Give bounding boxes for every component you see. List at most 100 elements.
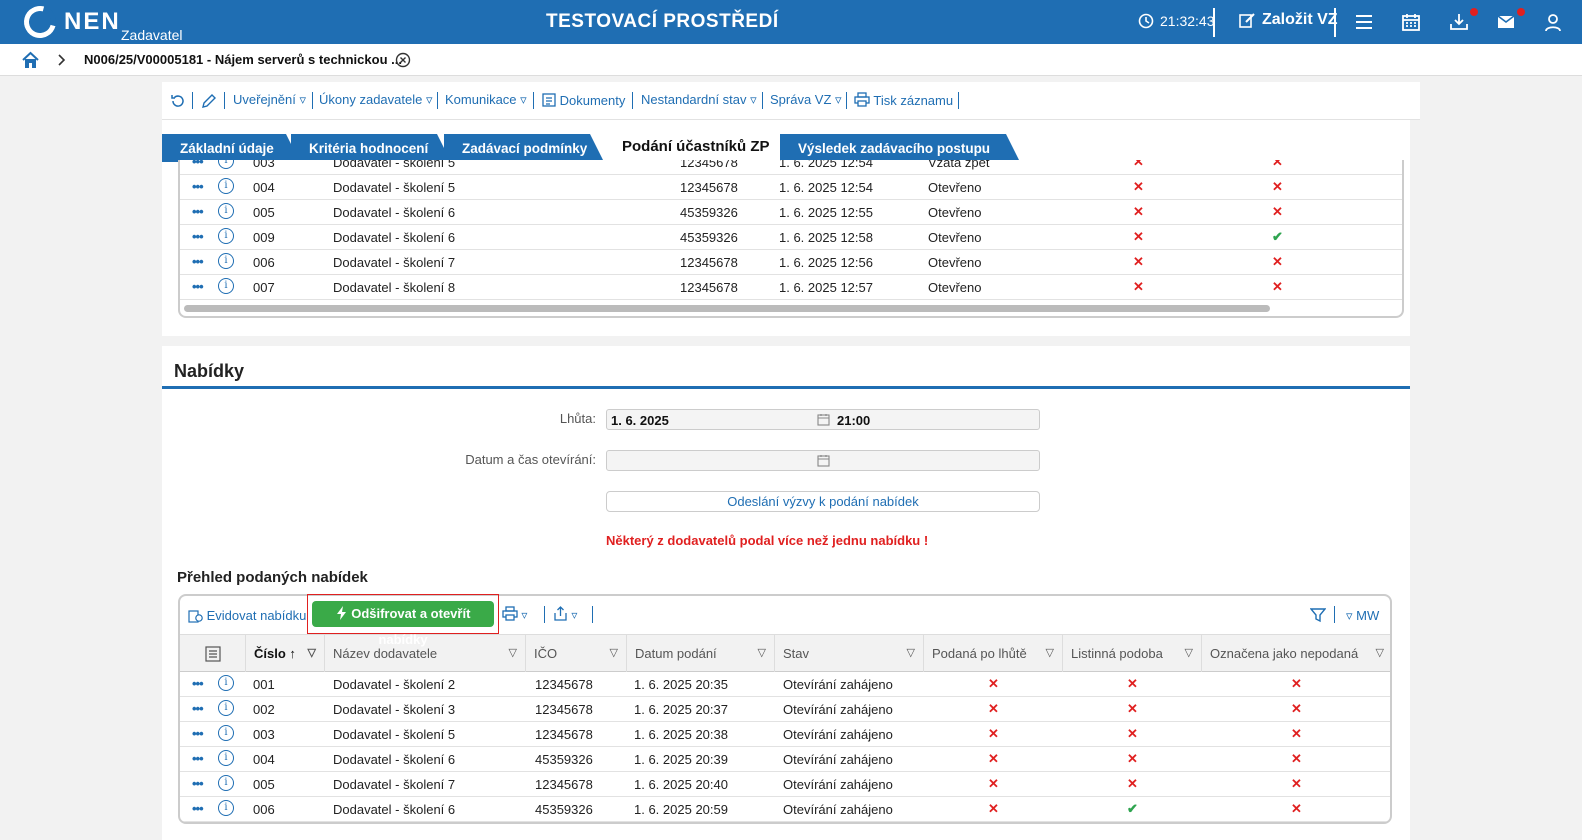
cell-ico: 45359326 xyxy=(680,230,738,245)
menu-contractor-acts[interactable]: Úkony zadavatele ▿ xyxy=(319,92,433,107)
tab-tender-conditions[interactable]: Zadávací podmínky xyxy=(444,134,604,162)
row-actions-icon[interactable]: ••• xyxy=(192,204,204,219)
table-row[interactable]: ••• i 006 Dodavatel - školení 6 45359326 1. 6… xyxy=(180,797,1390,822)
row-actions-icon[interactable]: ••• xyxy=(192,229,204,244)
register-offer-button[interactable]: Evidovat nabídku xyxy=(188,608,306,623)
column-menu-icon[interactable]: ▽ xyxy=(508,647,517,659)
column-menu-icon[interactable]: ▽ xyxy=(906,647,915,659)
info-icon[interactable]: i xyxy=(218,675,234,691)
table-row[interactable]: ••• i 003 Dodavatel - školení 5 12345678 1. 6… xyxy=(180,160,1402,175)
row-actions-icon[interactable]: ••• xyxy=(192,179,204,194)
create-vz-button[interactable]: Založit VZ xyxy=(1238,11,1338,29)
table-row[interactable]: ••• i 006 Dodavatel - školení 7 12345678 1. 6… xyxy=(180,250,1402,275)
column-ico[interactable]: IČO ▽ xyxy=(526,635,627,672)
row-actions-icon[interactable]: ••• xyxy=(192,801,204,816)
column-menu-icon[interactable]: ▽ xyxy=(307,647,316,659)
logo-text[interactable]: NEN xyxy=(64,8,121,35)
column-marked-unsubmitted[interactable]: Označena jako nepodaná ▽ xyxy=(1202,635,1390,672)
close-icon[interactable] xyxy=(395,52,411,68)
info-icon[interactable]: i xyxy=(218,725,234,741)
decrypt-open-offers-button[interactable]: Odšifrovat a otevřít nabídky xyxy=(312,601,494,647)
info-icon[interactable]: i xyxy=(218,178,234,194)
row-actions-icon[interactable]: ••• xyxy=(192,160,204,169)
filter-icon[interactable] xyxy=(1310,607,1326,623)
row-actions-icon[interactable]: ••• xyxy=(192,751,204,766)
row-actions-icon[interactable]: ••• xyxy=(192,701,204,716)
row-actions-icon[interactable]: ••• xyxy=(192,254,204,269)
info-icon[interactable]: i xyxy=(218,253,234,269)
column-settings-cell[interactable] xyxy=(180,635,246,672)
info-icon[interactable]: i xyxy=(218,700,234,716)
info-icon[interactable]: i xyxy=(218,160,234,169)
menu-communication[interactable]: Komunikace ▿ xyxy=(445,92,527,107)
calendar-icon[interactable] xyxy=(1401,12,1421,32)
edit-icon xyxy=(1239,13,1255,28)
info-icon[interactable]: i xyxy=(218,278,234,294)
column-paper-form[interactable]: Listinná podoba ▽ xyxy=(1063,635,1202,672)
column-late-submission[interactable]: Podaná po lhůtě ▽ xyxy=(924,635,1063,672)
table-row[interactable]: ••• i 005 Dodavatel - školení 6 45359326 1. 6… xyxy=(180,200,1402,225)
export-dropdown[interactable]: ▿ xyxy=(553,606,577,622)
check-icon: ✔ xyxy=(1272,229,1283,244)
download-tray-icon[interactable] xyxy=(1449,12,1469,32)
printer-icon xyxy=(854,92,870,107)
tab-procedure-result[interactable]: Výsledek zadávacího postupu xyxy=(780,134,1020,162)
row-actions-icon[interactable]: ••• xyxy=(192,279,204,294)
column-menu-icon[interactable]: ▽ xyxy=(757,647,766,659)
info-icon[interactable]: i xyxy=(218,775,234,791)
nen-logo-icon[interactable] xyxy=(18,0,62,44)
mail-icon[interactable] xyxy=(1496,12,1516,32)
view-dropdown[interactable]: ▿ MW xyxy=(1346,608,1380,623)
table-row[interactable]: ••• i 007 Dodavatel - školení 8 12345678 1. 6… xyxy=(180,275,1402,300)
cell-supplier-name: Dodavatel - školení 5 xyxy=(333,727,456,742)
menu-vz-management[interactable]: Správa VZ ▿ xyxy=(770,92,842,107)
cross-icon: ✕ xyxy=(1133,160,1144,169)
refresh-icon[interactable] xyxy=(170,93,186,109)
home-icon[interactable] xyxy=(21,51,40,69)
divider xyxy=(592,606,593,623)
send-invitation-button[interactable]: Odeslání výzvy k podání nabídek xyxy=(606,491,1040,512)
column-menu-icon[interactable]: ▽ xyxy=(1184,647,1193,659)
column-submission-date-label: Datum podání xyxy=(635,646,717,661)
info-icon[interactable]: i xyxy=(218,203,234,219)
column-menu-icon[interactable]: ▽ xyxy=(1375,647,1384,659)
user-icon[interactable] xyxy=(1543,12,1563,32)
breadcrumb-current[interactable]: N006/25/V00005181 - Nájem serverů s tech… xyxy=(84,52,402,67)
column-state[interactable]: Stav ▽ xyxy=(775,635,924,672)
tab-basic-data[interactable]: Základní údaje xyxy=(162,134,300,162)
info-icon[interactable]: i xyxy=(218,800,234,816)
table-row[interactable]: ••• i 003 Dodavatel - školení 5 12345678 1. 6… xyxy=(180,722,1390,747)
cell-state: Vzata zpět xyxy=(928,160,990,170)
menu-documents[interactable]: Dokumenty xyxy=(542,92,625,108)
menu-print-record[interactable]: Tisk záznamu xyxy=(854,92,953,108)
table-row[interactable]: ••• i 001 Dodavatel - školení 2 12345678 1. 6… xyxy=(180,672,1390,697)
check-icon: ✔ xyxy=(1127,801,1138,816)
column-supplier-name-label: Název dodavatele xyxy=(333,646,438,661)
table-row[interactable]: ••• i 005 Dodavatel - školení 7 12345678 1. 6… xyxy=(180,772,1390,797)
tab-participant-submissions[interactable]: Podání účastníků ZP xyxy=(604,132,782,162)
menu-publication[interactable]: Uveřejnění ▿ xyxy=(233,92,307,107)
menu-icon[interactable] xyxy=(1354,12,1374,32)
table-row[interactable]: ••• i 002 Dodavatel - školení 3 12345678 1. 6… xyxy=(180,697,1390,722)
tab-evaluation-criteria[interactable]: Kritéria hodnocení xyxy=(291,134,451,162)
column-number[interactable]: Číslo ↑ ▽ xyxy=(246,635,325,672)
register-offer-label: Evidovat nabídku xyxy=(206,608,307,623)
column-menu-icon[interactable]: ▽ xyxy=(1045,647,1054,659)
divider xyxy=(312,92,313,109)
info-icon[interactable]: i xyxy=(218,750,234,766)
column-menu-icon[interactable]: ▽ xyxy=(609,647,618,659)
column-supplier-name[interactable]: Název dodavatele ▽ xyxy=(325,635,526,672)
row-actions-icon[interactable]: ••• xyxy=(192,676,204,691)
table-row[interactable]: ••• i 009 Dodavatel - školení 6 45359326 1. 6… xyxy=(180,225,1402,250)
print-dropdown[interactable]: ▿ xyxy=(502,606,527,622)
pencil-icon[interactable] xyxy=(201,93,217,109)
column-submission-date[interactable]: Datum podání ▽ xyxy=(627,635,775,672)
table-row[interactable]: ••• i 004 Dodavatel - školení 6 45359326 1. 6… xyxy=(180,747,1390,772)
horizontal-scrollbar[interactable] xyxy=(184,305,1270,312)
info-icon[interactable]: i xyxy=(218,228,234,244)
table-row[interactable]: ••• i 004 Dodavatel - školení 5 12345678 1. 6… xyxy=(180,175,1402,200)
cell-state: Otevřeno xyxy=(928,230,982,245)
menu-nonstandard-state[interactable]: Nestandardní stav ▿ xyxy=(641,92,757,107)
row-actions-icon[interactable]: ••• xyxy=(192,726,204,741)
row-actions-icon[interactable]: ••• xyxy=(192,776,204,791)
